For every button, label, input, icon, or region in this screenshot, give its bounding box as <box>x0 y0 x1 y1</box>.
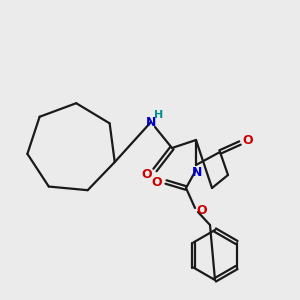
Text: O: O <box>152 176 162 190</box>
Text: N: N <box>146 116 156 130</box>
Text: N: N <box>192 167 202 179</box>
Text: O: O <box>142 167 152 181</box>
Text: O: O <box>243 134 253 148</box>
Text: H: H <box>154 110 164 120</box>
Text: O: O <box>197 205 207 218</box>
